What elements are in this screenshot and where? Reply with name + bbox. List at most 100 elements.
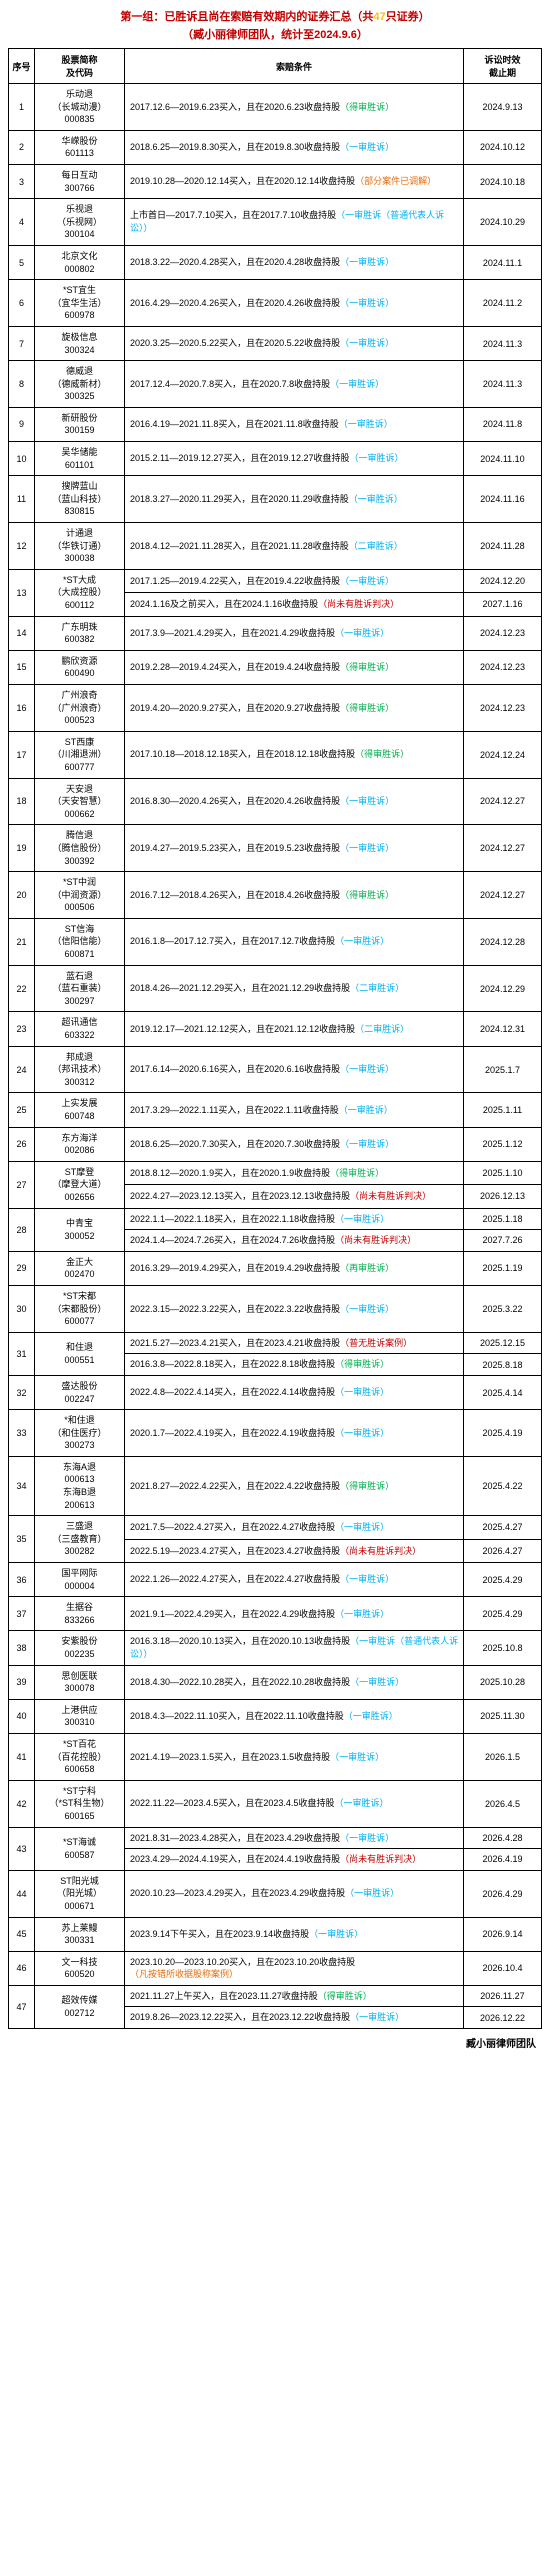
cell-deadline: 2027.7.26 bbox=[464, 1230, 542, 1252]
table-row: 46文一科技 6005202023.10.20—2023.10.20买入，且在2… bbox=[9, 1951, 542, 1985]
cell-condition: 2015.2.11—2019.12.27买入，且在2019.12.27收盘持股（… bbox=[125, 442, 464, 476]
cell-seq: 25 bbox=[9, 1093, 35, 1127]
cell-condition: 2017.3.9—2021.4.29买入，且在2021.4.29收盘持股（一审胜… bbox=[125, 616, 464, 650]
cell-stock: 乐动退 （长城动漫） 000835 bbox=[35, 84, 125, 131]
cell-deadline: 2024.11.8 bbox=[464, 407, 542, 441]
cell-condition: 2022.4.8—2022.4.14买入，且在2022.4.14收盘持股（一审胜… bbox=[125, 1375, 464, 1409]
cell-seq: 12 bbox=[9, 523, 35, 570]
cell-condition: 2020.10.23—2023.4.29买入，且在2023.4.29收盘持股（一… bbox=[125, 1870, 464, 1917]
cell-condition: 2017.12.6—2019.6.23买入，且在2020.6.23收盘持股（得审… bbox=[125, 84, 464, 131]
cell-condition: 2021.9.1—2022.4.29买入，且在2022.4.29收盘持股（一审胜… bbox=[125, 1597, 464, 1631]
title-prefix: 第一组：已胜诉且尚在索赔有效期内的证券汇总（共 bbox=[120, 11, 373, 23]
cell-condition: 2018.3.27—2020.11.29买入，且在2020.11.29收盘持股（… bbox=[125, 476, 464, 523]
cell-condition: 2022.1.26—2022.4.27买入，且在2022.4.27收盘持股（一审… bbox=[125, 1563, 464, 1597]
cell-condition: 2022.5.19—2023.4.27买入，且在2023.4.27收盘持股（尚未… bbox=[125, 1539, 464, 1562]
table-row: 19腾信退 （腾信股份） 3003922019.4.27—2019.5.23买入… bbox=[9, 825, 542, 872]
cell-seq: 29 bbox=[9, 1251, 35, 1285]
cell-deadline: 2025.12.15 bbox=[464, 1332, 542, 1354]
cell-condition: 2022.3.15—2022.3.22买入，且在2022.3.22收盘持股（一审… bbox=[125, 1285, 464, 1332]
cell-deadline: 2025.4.29 bbox=[464, 1563, 542, 1597]
cell-seq: 38 bbox=[9, 1631, 35, 1665]
table-row: 15鹏欣资源 6004902019.2.28—2019.4.24买入，且在201… bbox=[9, 650, 542, 684]
cell-deadline: 2025.1.18 bbox=[464, 1208, 542, 1230]
cell-condition: 2018.4.3—2022.11.10买入，且在2022.11.10收盘持股（一… bbox=[125, 1699, 464, 1733]
cell-condition: 2019.4.27—2019.5.23买入，且在2019.5.23收盘持股（一审… bbox=[125, 825, 464, 872]
table-row: 31和住退 0005512021.5.27—2023.4.21买入，且在2023… bbox=[9, 1332, 542, 1354]
cell-deadline: 2026.10.4 bbox=[464, 1951, 542, 1985]
cell-stock: 超效传媒 002712 bbox=[35, 1985, 125, 2028]
cell-deadline: 2025.11.30 bbox=[464, 1699, 542, 1733]
cell-deadline: 2025.1.19 bbox=[464, 1251, 542, 1285]
cell-condition: 2018.8.12—2020.1.9买入，且在2020.1.9收盘持股（得审胜诉… bbox=[125, 1161, 464, 1184]
cell-seq: 13 bbox=[9, 569, 35, 616]
cell-deadline: 2024.11.3 bbox=[464, 326, 542, 360]
cell-condition: 2021.7.5—2022.4.27买入，且在2022.4.27收盘持股（一审胜… bbox=[125, 1516, 464, 1539]
cell-deadline: 2024.11.1 bbox=[464, 245, 542, 279]
cell-condition: 2017.1.25—2019.4.22买入，且在2019.4.22收盘持股（一审… bbox=[125, 569, 464, 592]
table-row: 14广东明珠 6003822017.3.9—2021.4.29买入，且在2021… bbox=[9, 616, 542, 650]
cell-deadline: 2025.1.7 bbox=[464, 1046, 542, 1093]
cell-deadline: 2024.9.13 bbox=[464, 84, 542, 131]
cell-seq: 45 bbox=[9, 1917, 35, 1951]
table-row: 33*和住退 （和住医疗） 3002732020.1.7—2022.4.19买入… bbox=[9, 1410, 542, 1457]
table-row: 9新研股份 3001592016.4.19—2021.11.8买入，且在2021… bbox=[9, 407, 542, 441]
cell-deadline: 2024.12.20 bbox=[464, 569, 542, 592]
cell-stock: *ST百花 （百花控股） 600658 bbox=[35, 1733, 125, 1780]
cell-seq: 40 bbox=[9, 1699, 35, 1733]
cell-deadline: 2026.9.14 bbox=[464, 1917, 542, 1951]
cell-stock: 计通退 （华铁订通） 300038 bbox=[35, 523, 125, 570]
cell-condition: 2017.12.4—2020.7.8买入，且在2020.7.8收盘持股（一审胜诉… bbox=[125, 361, 464, 408]
cell-deadline: 2026.4.5 bbox=[464, 1780, 542, 1827]
cell-stock: 每日互动 300766 bbox=[35, 164, 125, 198]
cell-stock: 国平网际 000004 bbox=[35, 1563, 125, 1597]
cell-seq: 18 bbox=[9, 778, 35, 825]
cell-seq: 24 bbox=[9, 1046, 35, 1093]
cell-condition: 2016.7.12—2018.4.26买入，且在2018.4.26收盘持股（得审… bbox=[125, 872, 464, 919]
cell-deadline: 2025.10.28 bbox=[464, 1665, 542, 1699]
cell-deadline: 2025.1.12 bbox=[464, 1127, 542, 1161]
cell-stock: 乐视退 （乐视网） 300104 bbox=[35, 199, 125, 246]
cell-condition: 2016.8.30—2020.4.26买入，且在2020.4.26收盘持股（一审… bbox=[125, 778, 464, 825]
cell-stock: 和住退 000551 bbox=[35, 1332, 125, 1375]
table-row: 32盛达股份 0022472022.4.8—2022.4.14买入，且在2022… bbox=[9, 1375, 542, 1409]
table-row: 26东方海洋 0020862018.6.25—2020.7.30买入，且在202… bbox=[9, 1127, 542, 1161]
cell-deadline: 2024.12.23 bbox=[464, 616, 542, 650]
cell-deadline: 2024.11.2 bbox=[464, 280, 542, 327]
cell-deadline: 2024.12.27 bbox=[464, 825, 542, 872]
table-row: 29金正大 0024702016.3.29—2019.4.29买入，且在2019… bbox=[9, 1251, 542, 1285]
cell-condition: 上市首日—2017.7.10买入，且在2017.7.10收盘持股（一审胜诉（普通… bbox=[125, 199, 464, 246]
cell-condition: 2022.11.22—2023.4.5买入，且在2023.4.5收盘持股（一审胜… bbox=[125, 1780, 464, 1827]
table-row: 6*ST宜生 （宜华生活） 6009782016.4.29—2020.4.26买… bbox=[9, 280, 542, 327]
cell-stock: *和住退 （和住医疗） 300273 bbox=[35, 1410, 125, 1457]
cell-stock: *ST海诚 600587 bbox=[35, 1827, 125, 1870]
cell-condition: 2020.1.7—2022.4.19买入，且在2022.4.19收盘持股（一审胜… bbox=[125, 1410, 464, 1457]
table-row: 40上港供应 3003102018.4.3—2022.11.10买入，且在202… bbox=[9, 1699, 542, 1733]
table-row: 12计通退 （华铁订通） 3000382018.4.12—2021.11.28买… bbox=[9, 523, 542, 570]
cell-seq: 3 bbox=[9, 164, 35, 198]
cell-condition: 2019.4.20—2020.9.27买入，且在2020.9.27收盘持股（得审… bbox=[125, 684, 464, 731]
table-row: 39思创医联 3000782018.4.30—2022.10.28买入，且在20… bbox=[9, 1665, 542, 1699]
cell-seq: 30 bbox=[9, 1285, 35, 1332]
cell-stock: 上实发展 600748 bbox=[35, 1093, 125, 1127]
cell-seq: 32 bbox=[9, 1375, 35, 1409]
table-row: 44ST阳光城 （阳光城） 0006712020.10.23—2023.4.29… bbox=[9, 1870, 542, 1917]
cell-condition: 2016.3.29—2019.4.29买入，且在2019.4.29收盘持股（再审… bbox=[125, 1251, 464, 1285]
cell-deadline: 2024.11.3 bbox=[464, 361, 542, 408]
cell-stock: 文一科技 600520 bbox=[35, 1951, 125, 1985]
cell-condition: 2016.3.8—2022.8.18买入，且在2022.8.18收盘持股（得审胜… bbox=[125, 1354, 464, 1376]
cell-condition: 2017.6.14—2020.6.16买入，且在2020.6.16收盘持股（一审… bbox=[125, 1046, 464, 1093]
cell-seq: 28 bbox=[9, 1208, 35, 1251]
cell-deadline: 2025.4.14 bbox=[464, 1375, 542, 1409]
cell-stock: *ST大成 （大成控股） 600112 bbox=[35, 569, 125, 616]
table-row: 21ST信海 （信阳信能） 6008712016.1.8—2017.12.7买入… bbox=[9, 918, 542, 965]
header-stock: 股票简称 及代码 bbox=[35, 49, 125, 84]
cell-stock: *ST宋都 （宋都股份） 600077 bbox=[35, 1285, 125, 1332]
cell-stock: 广州浪奇 （广州浪奇） 000523 bbox=[35, 684, 125, 731]
cell-seq: 15 bbox=[9, 650, 35, 684]
cell-stock: 东方海洋 002086 bbox=[35, 1127, 125, 1161]
table-row: 8德威退 （德威新材） 3003252017.12.4—2020.7.8买入，且… bbox=[9, 361, 542, 408]
cell-condition: 2018.3.22—2020.4.28买入，且在2020.4.28收盘持股（一审… bbox=[125, 245, 464, 279]
cell-deadline: 2025.4.27 bbox=[464, 1516, 542, 1539]
cell-seq: 44 bbox=[9, 1870, 35, 1917]
cell-deadline: 2024.12.29 bbox=[464, 965, 542, 1012]
